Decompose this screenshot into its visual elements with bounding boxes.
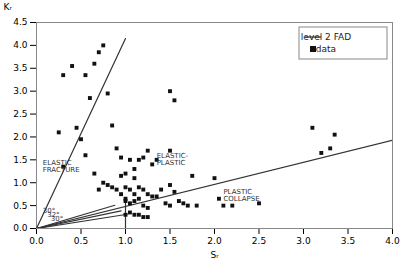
svg-text:1.5: 1.5 (13, 155, 27, 165)
svg-text:data: data (316, 44, 336, 54)
svg-text:2.0: 2.0 (13, 132, 28, 142)
svg-text:2.5: 2.5 (252, 236, 266, 246)
svg-text:3.0: 3.0 (13, 86, 28, 96)
svg-text:0.0: 0.0 (13, 223, 28, 233)
svg-text:0.0: 0.0 (29, 236, 44, 246)
svg-text:4.0: 4.0 (13, 40, 28, 50)
svg-text:2.0: 2.0 (207, 236, 222, 246)
svg-text:1.5: 1.5 (163, 236, 177, 246)
svg-text:1.0: 1.0 (13, 178, 28, 188)
svg-text:Sᵣ: Sᵣ (210, 250, 219, 260)
svg-text:ELASTICFRACTURE: ELASTICFRACTURE (43, 159, 80, 174)
svg-text:30°: 30° (51, 215, 63, 223)
svg-text:Kᵣ: Kᵣ (4, 2, 13, 12)
svg-text:3.5: 3.5 (13, 63, 27, 73)
svg-text:2.5: 2.5 (13, 109, 27, 119)
svg-text:level 2 FAD: level 2 FAD (301, 32, 351, 42)
svg-text:4.5: 4.5 (13, 17, 27, 27)
svg-text:1.0: 1.0 (118, 236, 133, 246)
svg-text:PLASTICCOLLAPSE: PLASTICCOLLAPSE (223, 188, 259, 203)
svg-text:0.5: 0.5 (74, 236, 88, 246)
svg-text:0.5: 0.5 (13, 200, 27, 210)
svg-text:3.5: 3.5 (341, 236, 355, 246)
svg-text:4.0: 4.0 (385, 236, 400, 246)
svg-text:ELASTIC-PLASTIC: ELASTIC-PLASTIC (157, 152, 189, 167)
svg-text:3.0: 3.0 (296, 236, 311, 246)
